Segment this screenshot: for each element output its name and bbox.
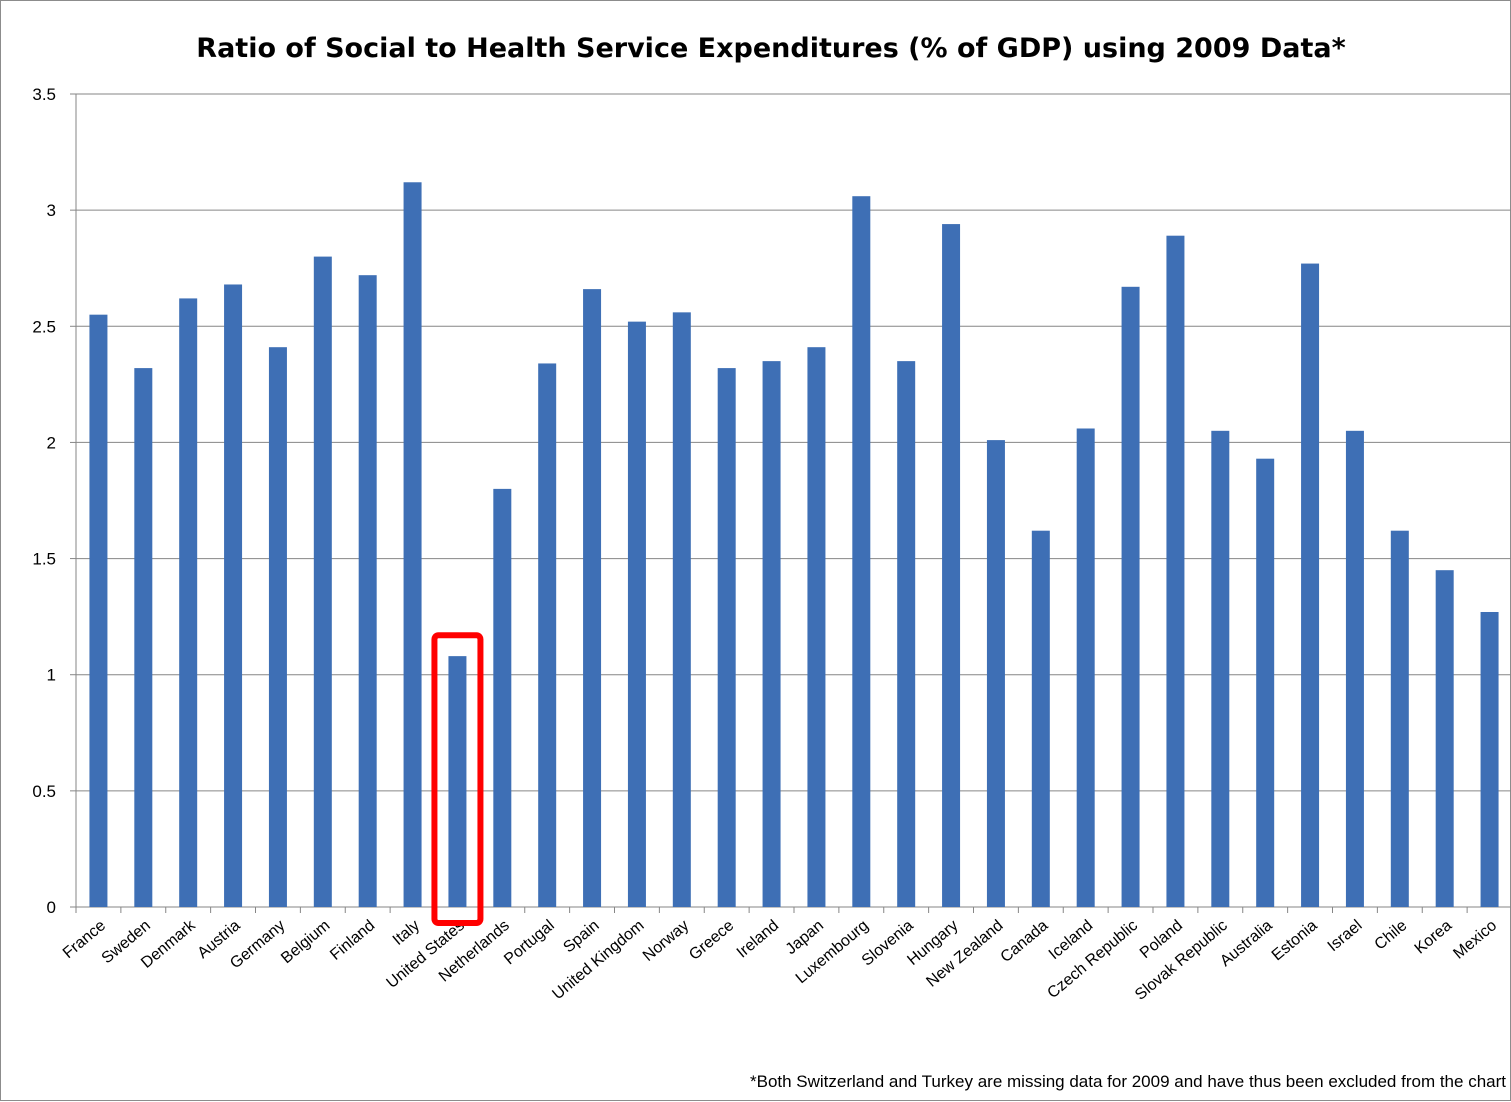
- bar-denmark: [179, 298, 198, 907]
- bar-slovak-republic: [1211, 430, 1230, 907]
- bar-canada: [1031, 530, 1050, 907]
- y-tick-label: 0: [47, 898, 56, 917]
- bar-netherlands: [493, 488, 512, 907]
- bar-spain: [583, 289, 602, 907]
- bar-luxembourg: [852, 196, 871, 908]
- x-tick-label: Canada: [998, 917, 1052, 966]
- y-tick-label: 3: [47, 201, 56, 220]
- x-tick-label: Italy: [390, 917, 423, 949]
- bar-austria: [224, 284, 243, 908]
- bar-greece: [717, 368, 736, 907]
- highlight-box: [431, 632, 484, 926]
- bar-australia: [1256, 458, 1275, 907]
- gridlines: [76, 93, 1511, 792]
- bar-iceland: [1076, 428, 1095, 907]
- bar-new-zealand: [986, 440, 1005, 907]
- x-tick-label: Greece: [686, 917, 737, 964]
- bar-portugal: [538, 363, 557, 907]
- bar-belgium: [313, 256, 332, 908]
- bar-estonia: [1301, 263, 1320, 907]
- bar-korea: [1435, 570, 1454, 907]
- y-tick-label: 3.5: [32, 85, 56, 104]
- bars: [89, 182, 1499, 908]
- y-tick-label: 2: [47, 433, 56, 452]
- highlight: [431, 632, 484, 926]
- bar-slovenia: [897, 361, 916, 908]
- x-tick-label: New Zealand: [923, 917, 1006, 991]
- x-tick-label: United States: [383, 917, 468, 992]
- y-tick-label: 1: [47, 666, 56, 685]
- bar-france: [89, 314, 108, 908]
- bar-japan: [807, 347, 826, 908]
- x-tick-label: Norway: [640, 917, 692, 965]
- chart-title: Ratio of Social to Health Service Expend…: [196, 33, 1345, 64]
- bar-norway: [672, 312, 691, 907]
- x-tick-label: Chile: [1372, 917, 1411, 954]
- chart-footnote: *Both Switzerland and Turkey are missing…: [749, 1072, 1506, 1091]
- bar-czech-republic: [1121, 286, 1140, 908]
- y-tick-label: 2.5: [32, 317, 56, 336]
- bar-ireland: [762, 361, 781, 908]
- bar-united-kingdom: [627, 321, 646, 907]
- x-tick-label: Mexico: [1450, 917, 1500, 963]
- bar-hungary: [942, 224, 961, 907]
- y-tick-label: 1.5: [32, 550, 56, 569]
- x-tick-label: Finland: [327, 917, 378, 964]
- bar-united-states: [448, 656, 467, 907]
- bar-germany: [268, 347, 287, 908]
- bar-sweden: [134, 368, 153, 907]
- x-tick-label: Ireland: [734, 917, 782, 961]
- x-tick-label: Korea: [1412, 917, 1456, 958]
- x-tick-label: Portugal: [501, 917, 558, 968]
- x-tick-label: Israel: [1325, 917, 1366, 955]
- bar-chile: [1390, 530, 1409, 907]
- x-tick-label: Estonia: [1269, 917, 1321, 964]
- bar-mexico: [1480, 611, 1499, 907]
- y-tick-label: 0.5: [32, 782, 56, 801]
- bar-italy: [403, 182, 422, 908]
- bar-israel: [1345, 430, 1364, 907]
- bar-poland: [1166, 235, 1185, 908]
- bar-finland: [358, 275, 377, 907]
- x-tick-label: Belgium: [278, 917, 333, 967]
